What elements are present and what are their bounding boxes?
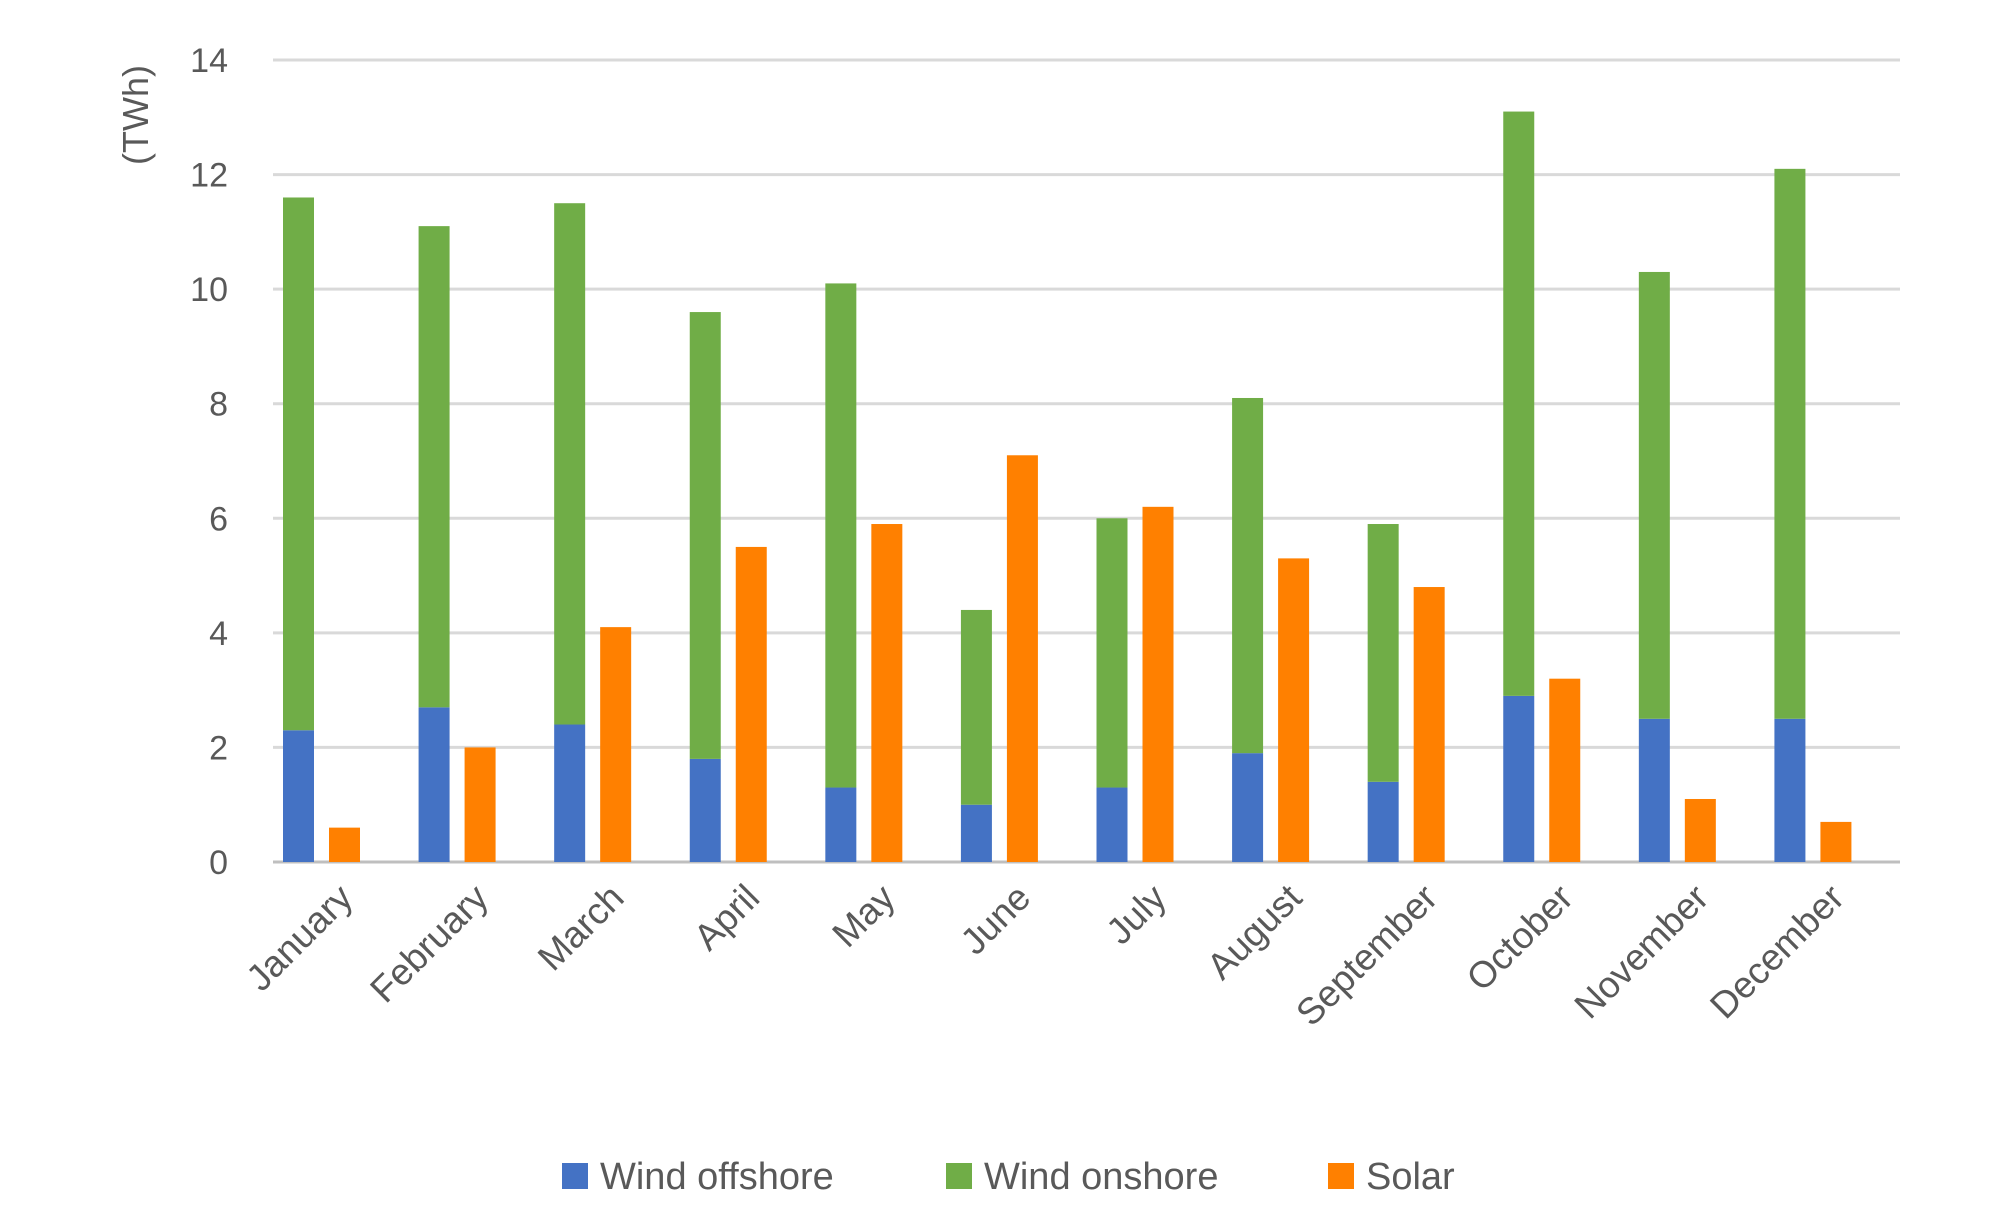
bar-solar xyxy=(735,546,767,862)
bar-wind-onshore xyxy=(1503,111,1535,696)
bar-wind-onshore xyxy=(1774,168,1806,719)
bar-wind-onshore xyxy=(825,283,857,788)
legend: Wind offshore Wind onshore Solar xyxy=(562,1156,1455,1198)
x-tick-label: July xyxy=(1098,876,1174,952)
bar-wind-offshore xyxy=(1638,718,1670,862)
x-tick-label: December xyxy=(1702,877,1852,1027)
bar-wind-offshore xyxy=(1232,753,1264,862)
bar-wind-onshore xyxy=(554,203,586,725)
y-tick-label: 6 xyxy=(209,500,228,538)
y-tick-label: 2 xyxy=(209,729,228,767)
bar-wind-onshore xyxy=(418,226,450,708)
x-tick-label: October xyxy=(1459,877,1581,999)
bar-solar xyxy=(1142,506,1174,862)
bar-wind-offshore xyxy=(1096,787,1128,862)
bar-wind-onshore xyxy=(689,312,721,759)
bar-wind-onshore xyxy=(960,609,992,805)
y-tick-label: 4 xyxy=(209,615,228,653)
bar-solar xyxy=(1684,798,1716,862)
bar-wind-offshore xyxy=(1503,695,1535,862)
y-tick-label: 8 xyxy=(209,386,228,424)
x-tick-label: August xyxy=(1199,876,1310,987)
legend-swatch xyxy=(1328,1163,1354,1189)
x-tick-label: June xyxy=(953,877,1039,963)
bar-wind-offshore xyxy=(825,787,857,862)
y-tick-label: 10 xyxy=(190,271,228,309)
bar-wind-onshore xyxy=(1638,271,1670,719)
bar-solar xyxy=(464,747,496,862)
bar-wind-onshore xyxy=(283,197,314,731)
legend-label: Wind offshore xyxy=(600,1156,834,1198)
bar-solar xyxy=(1820,821,1852,862)
bar-wind-offshore xyxy=(283,730,314,862)
bar-wind-offshore xyxy=(960,804,992,862)
bar-wind-offshore xyxy=(418,707,450,862)
x-tick-label: January xyxy=(238,876,360,998)
x-tick-label: September xyxy=(1288,877,1445,1034)
bar-solar xyxy=(329,827,360,862)
bar-wind-onshore xyxy=(1367,524,1399,782)
legend-label: Solar xyxy=(1366,1156,1455,1198)
bar-wind-offshore xyxy=(1774,718,1806,862)
y-tick-label: 12 xyxy=(190,157,228,195)
legend-swatch xyxy=(946,1163,972,1189)
x-axis-labels: January February March April May June July Augu… xyxy=(238,876,1851,1033)
bars xyxy=(283,111,1852,862)
bar-solar xyxy=(600,627,632,862)
x-tick-label: February xyxy=(362,876,496,1010)
x-tick-label: November xyxy=(1567,877,1717,1027)
y-axis-ticks: 0 2 4 6 8 10 12 14 xyxy=(190,42,228,882)
gridlines xyxy=(273,58,1900,864)
bar-solar xyxy=(871,524,903,862)
bar-wind-offshore xyxy=(689,758,721,862)
bar-wind-onshore xyxy=(1232,397,1264,754)
legend-swatch xyxy=(562,1163,588,1189)
x-tick-label: March xyxy=(530,877,632,979)
y-axis-label: (TWh) xyxy=(115,65,156,165)
bar-wind-offshore xyxy=(554,724,586,862)
y-tick-label: 14 xyxy=(190,42,228,80)
x-tick-label: May xyxy=(824,876,903,955)
y-tick-label: 0 xyxy=(209,844,228,882)
x-tick-label: April xyxy=(686,877,767,958)
bar-solar xyxy=(1278,558,1310,862)
legend-label: Wind onshore xyxy=(984,1156,1218,1198)
bar-wind-onshore xyxy=(1096,518,1128,788)
bar-solar xyxy=(1413,587,1445,862)
bar-solar xyxy=(1006,455,1038,862)
bar-solar xyxy=(1549,678,1581,862)
bar-wind-offshore xyxy=(1367,781,1399,862)
